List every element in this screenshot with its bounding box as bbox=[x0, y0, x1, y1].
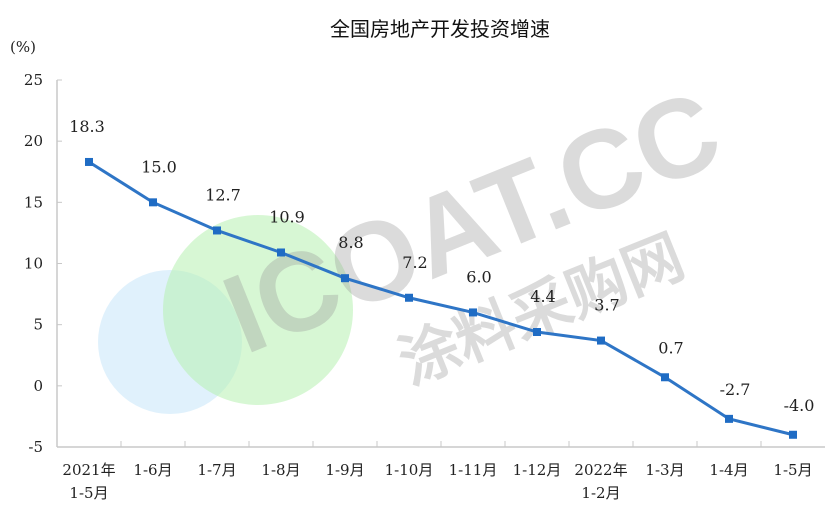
y-tick-label: 25 bbox=[24, 71, 43, 89]
data-point bbox=[789, 430, 797, 439]
data-label: 4.4 bbox=[530, 287, 555, 306]
chart-title: 全国房地产开发投资增速 bbox=[330, 17, 550, 41]
x-tick-label: 1-2月 bbox=[581, 484, 620, 502]
x-tick-label: 1-12月 bbox=[513, 461, 562, 479]
y-tick-label: 10 bbox=[24, 255, 43, 273]
data-point bbox=[469, 308, 477, 317]
x-tick-label: 2021年 bbox=[62, 461, 115, 479]
data-point bbox=[661, 373, 669, 382]
data-label: 15.0 bbox=[141, 157, 177, 176]
data-label: -4.0 bbox=[784, 396, 815, 415]
x-tick-label: 1-6月 bbox=[133, 461, 172, 479]
data-point bbox=[277, 248, 285, 257]
y-axis-unit: (%) bbox=[10, 38, 36, 56]
series-line bbox=[88, 160, 794, 437]
data-label: 3.7 bbox=[594, 296, 619, 315]
data-label: 6.0 bbox=[466, 267, 491, 286]
data-label: 10.9 bbox=[269, 207, 305, 226]
x-tick-label: 1-5月 bbox=[773, 461, 812, 479]
y-tick-label: 5 bbox=[33, 316, 43, 334]
data-label: 8.8 bbox=[338, 233, 363, 252]
data-label: 18.3 bbox=[69, 117, 105, 136]
y-tick-label: 15 bbox=[24, 193, 43, 211]
x-tick-label: 1-8月 bbox=[261, 461, 300, 479]
x-tick-label: 2022年 bbox=[574, 461, 627, 479]
data-point bbox=[405, 293, 413, 302]
x-tick-label: 1-4月 bbox=[709, 461, 748, 479]
y-tick-label: -5 bbox=[28, 438, 43, 456]
y-tick-label: 0 bbox=[33, 377, 43, 395]
y-tick-label: 20 bbox=[24, 132, 43, 150]
data-label: 0.7 bbox=[658, 338, 683, 357]
data-point bbox=[597, 336, 605, 345]
x-tick-label: 1-11月 bbox=[449, 461, 498, 479]
data-point bbox=[533, 328, 541, 337]
x-tick-label: 1-7月 bbox=[197, 461, 236, 479]
data-point bbox=[725, 414, 733, 423]
data-label: 12.7 bbox=[205, 185, 241, 204]
data-point bbox=[213, 226, 221, 235]
data-point bbox=[85, 157, 93, 166]
watermark: ICOAT.CC 涂料采购网 bbox=[207, 66, 736, 397]
x-tick-label: 1-5月 bbox=[69, 484, 108, 502]
data-label: -2.7 bbox=[720, 380, 751, 399]
data-point bbox=[341, 274, 349, 283]
x-tick-label: 1-9月 bbox=[325, 461, 364, 479]
x-tick-label: 1-10月 bbox=[385, 461, 434, 479]
data-label: 7.2 bbox=[402, 253, 427, 272]
data-point bbox=[149, 198, 157, 207]
x-tick-label: 1-3月 bbox=[645, 461, 684, 479]
